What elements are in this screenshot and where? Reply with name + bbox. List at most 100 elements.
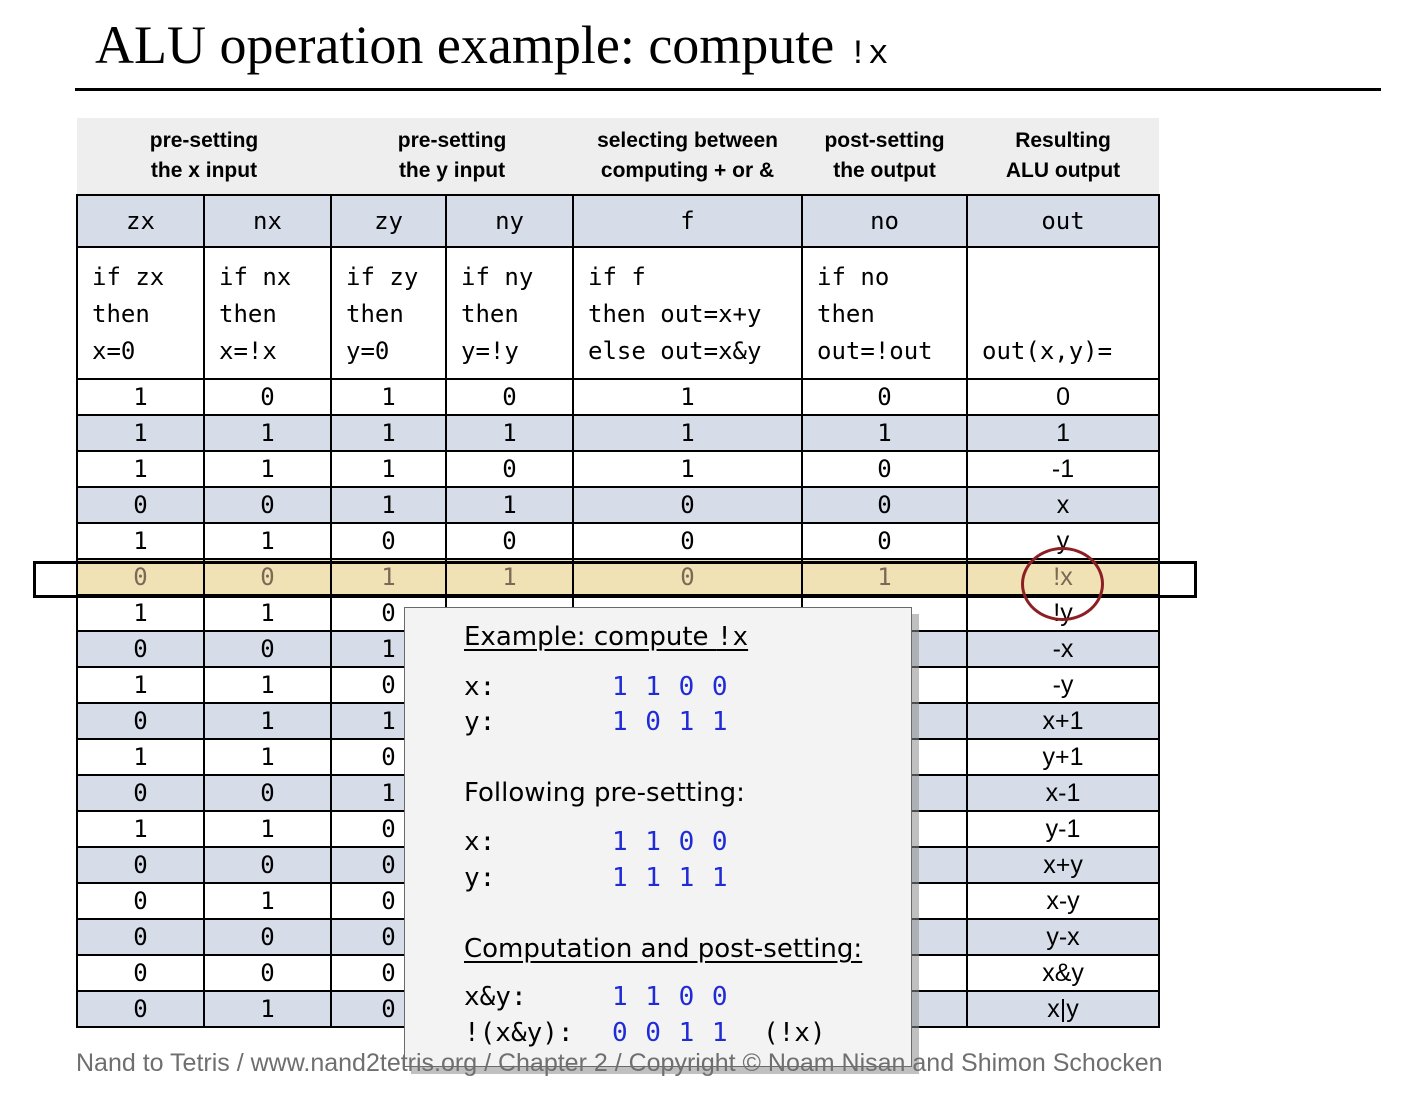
cell-out: x-y <box>966 882 1161 920</box>
cell-f: 1 <box>572 414 804 452</box>
description-row: if zx then x=0 if nx then x=!x if zy the… <box>76 246 1161 380</box>
cell-nx: 0 <box>202 954 333 992</box>
popup-not-bits: 0 0 1 1 <box>612 1018 729 1048</box>
cell-zx: 1 <box>76 522 205 560</box>
cell-f: 0 <box>572 558 804 596</box>
cell-no: 0 <box>801 378 969 416</box>
cell-out: -1 <box>966 450 1161 488</box>
cell-out: x <box>966 486 1161 524</box>
popup-x2-label: x: <box>464 827 496 857</box>
col-header-zx: zx <box>76 194 205 248</box>
cell-zx: 0 <box>76 990 205 1028</box>
popup-y2-label: y: <box>464 863 496 893</box>
desc-out: out(x,y)= <box>966 246 1161 380</box>
cell-ny: 1 <box>445 486 575 524</box>
cell-zy: 1 <box>330 414 448 452</box>
cell-nx: 1 <box>202 522 333 560</box>
slide-title-text: ALU operation example: compute <box>95 15 848 75</box>
cell-ny: 1 <box>445 414 575 452</box>
not-x-circle-marker <box>1021 547 1104 621</box>
cell-nx: 1 <box>202 702 333 740</box>
cell-out: 1 <box>966 414 1161 452</box>
example-popup: Example: compute !x x: 1 1 0 0 y: 1 0 1 … <box>404 607 912 1067</box>
col-header-ny: ny <box>445 194 575 248</box>
cell-f: 0 <box>572 522 804 560</box>
desc-nx: if nx then x=!x <box>202 246 333 380</box>
col-header-zy: zy <box>330 194 448 248</box>
popup-and-bits: 1 1 0 0 <box>612 982 729 1012</box>
cell-zy: 0 <box>330 522 448 560</box>
alu-truth-table: pre-setting the x input pre-setting the y … <box>76 118 1161 1028</box>
cell-zx: 1 <box>76 414 205 452</box>
popup-heading-example: Example: compute !x <box>464 622 749 652</box>
cell-out: -x <box>966 630 1161 668</box>
cell-nx: 0 <box>202 774 333 812</box>
popup-y2-bits: 1 1 1 1 <box>612 863 729 893</box>
cell-zx: 0 <box>76 954 205 992</box>
title-underline <box>75 88 1381 91</box>
slide-title: ALU operation example: compute !x <box>95 14 889 76</box>
cell-zx: 1 <box>76 810 205 848</box>
cell-zx: 0 <box>76 882 205 920</box>
slide-title-code: !x <box>847 36 889 74</box>
cell-zx: 0 <box>76 846 205 884</box>
cell-nx: 0 <box>202 558 333 596</box>
col-header-f: f <box>572 194 804 248</box>
cell-zy: 1 <box>330 486 448 524</box>
cell-out: x|y <box>966 990 1161 1028</box>
cell-zx: 0 <box>76 630 205 668</box>
column-header-row: zx nx zy ny f no out <box>76 194 1161 248</box>
cell-f: 1 <box>572 378 804 416</box>
cell-nx: 0 <box>202 378 333 416</box>
cell-zy: 1 <box>330 558 448 596</box>
cell-zx: 0 <box>76 774 205 812</box>
desc-zx: if zx then x=0 <box>76 246 205 380</box>
cell-zx: 1 <box>76 378 205 416</box>
popup-x-bits: 1 1 0 0 <box>612 672 729 702</box>
cell-no: 1 <box>801 558 969 596</box>
group-x-presetting: pre-setting the x input <box>77 118 332 196</box>
popup-y-bits: 1 0 1 1 <box>612 707 729 737</box>
group-f-selecting: selecting between computing + or & <box>573 118 803 196</box>
cell-no: 0 <box>801 486 969 524</box>
cell-no: 1 <box>801 414 969 452</box>
cell-no: 0 <box>801 522 969 560</box>
cell-nx: 1 <box>202 882 333 920</box>
cell-nx: 1 <box>202 666 333 704</box>
cell-zy: 1 <box>330 378 448 416</box>
desc-f: if f then out=x+y else out=x&y <box>572 246 804 380</box>
table-row-highlighted: 0 0 1 1 0 1 !x <box>76 558 1161 596</box>
cell-zx: 0 <box>76 558 205 596</box>
cell-nx: 1 <box>202 414 333 452</box>
cell-f: 0 <box>572 486 804 524</box>
desc-zy: if zy then y=0 <box>330 246 448 380</box>
cell-out: x+y <box>966 846 1161 884</box>
cell-out: -y <box>966 666 1161 704</box>
footer-credit: Nand to Tetris / www.nand2tetris.org / C… <box>76 1049 1163 1077</box>
cell-nx: 1 <box>202 810 333 848</box>
popup-x2-bits: 1 1 0 0 <box>612 827 729 857</box>
cell-nx: 0 <box>202 630 333 668</box>
cell-zx: 0 <box>76 918 205 956</box>
cell-out: x&y <box>966 954 1161 992</box>
popup-y-label: y: <box>464 707 496 737</box>
desc-ny: if ny then y=!y <box>445 246 575 380</box>
group-y-presetting: pre-setting the y input <box>331 118 574 196</box>
cell-ny: 0 <box>445 378 575 416</box>
cell-out: y-1 <box>966 810 1161 848</box>
cell-nx: 0 <box>202 918 333 956</box>
col-header-nx: nx <box>202 194 333 248</box>
popup-not-note: (!x) <box>763 1018 826 1048</box>
cell-out: 0 <box>966 378 1161 416</box>
cell-nx: 1 <box>202 738 333 776</box>
popup-heading-presetting: Following pre-setting: <box>464 778 745 808</box>
cell-zx: 1 <box>76 594 205 632</box>
col-header-no: no <box>801 194 969 248</box>
cell-no: 0 <box>801 450 969 488</box>
cell-zy: 1 <box>330 450 448 488</box>
table-row: 1 1 1 0 1 0 -1 <box>76 450 1161 488</box>
